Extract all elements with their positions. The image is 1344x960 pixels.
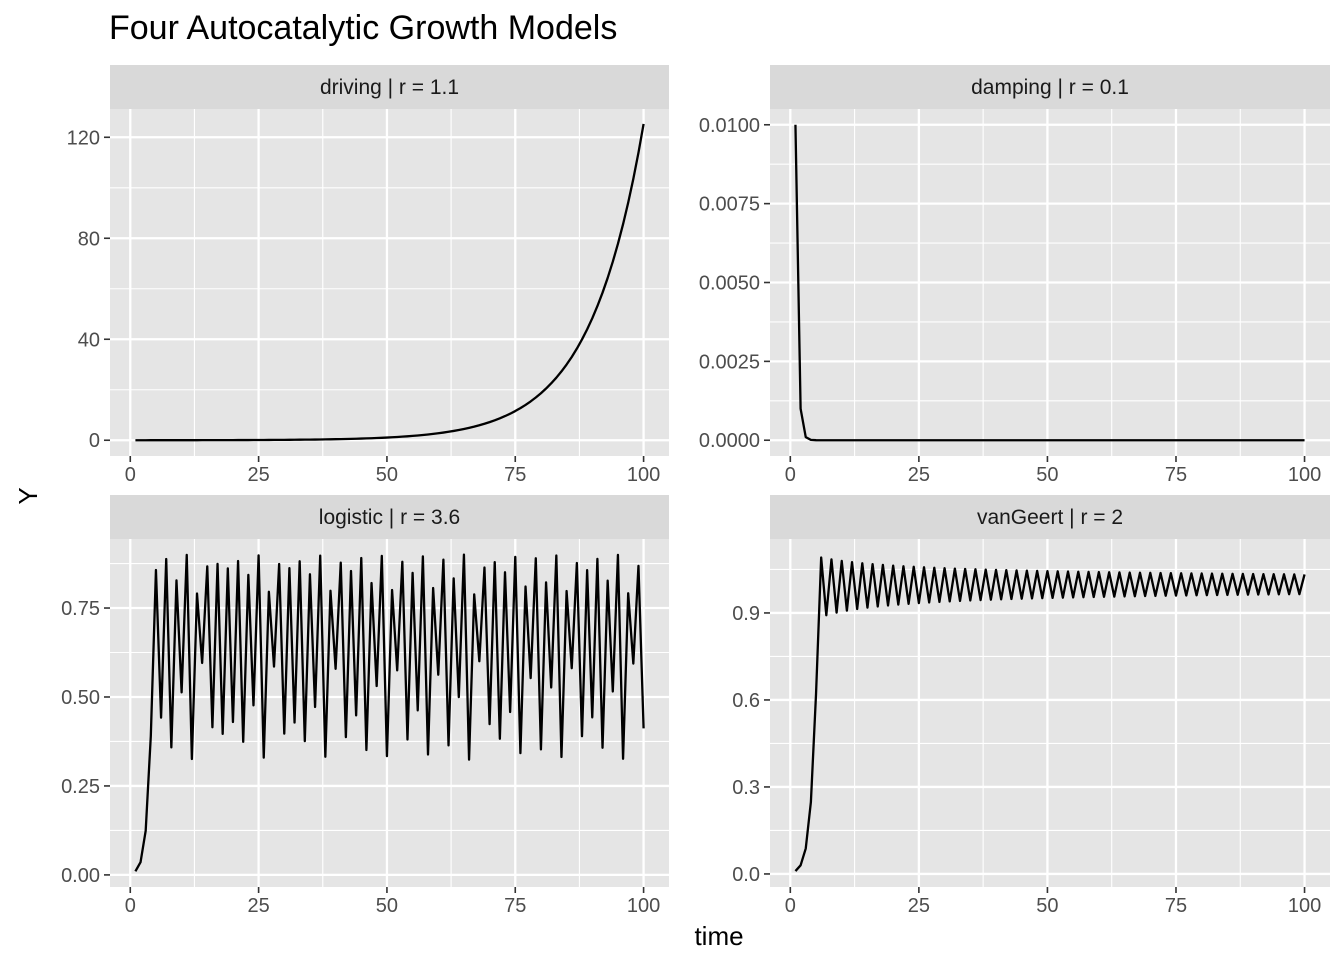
x-tick-label: 0 [125, 895, 136, 917]
facet-strip-label: damping | r = 0.1 [971, 76, 1129, 99]
series-line-driving [135, 123, 645, 442]
panel-vanGeert: vanGeert | r = 2 0 25 50 75 100 0.0 0.3 0.6 0.9 [732, 495, 1330, 917]
x-tick-label: 50 [376, 464, 398, 486]
facet-strip [110, 495, 669, 539]
y-tick-label: 80 [78, 228, 100, 250]
x-tick-label: 100 [1288, 464, 1321, 486]
series-line-logistic [134, 553, 645, 872]
x-tick-label: 75 [1165, 464, 1187, 486]
y-tick-label: 0.0100 [699, 115, 760, 137]
chart-title: Four Autocatalytic Growth Models [109, 9, 617, 47]
facet-strip-label: vanGeert | r = 2 [977, 506, 1123, 529]
facet-strip [770, 65, 1330, 109]
x-tick-label: 75 [504, 895, 526, 917]
facet-strip-label: logistic | r = 3.6 [319, 506, 460, 529]
y-axis-title: Y [13, 487, 43, 504]
panel-background [770, 539, 1330, 887]
x-tick-label: 75 [504, 464, 526, 486]
x-tick-label: 25 [908, 895, 930, 917]
y-tick-label: 0.25 [61, 776, 100, 798]
x-tick-label: 50 [376, 895, 398, 917]
panel-driving: driving | r = 1.1 0 25 50 75 100 0 40 80 120 [67, 65, 669, 486]
series-line-damping [794, 124, 1305, 442]
series-line-vanGeert [794, 556, 1306, 872]
y-tick-label: 40 [78, 329, 100, 351]
y-tick-label: 0.3 [732, 777, 760, 799]
y-tick-label: 0.0050 [699, 273, 760, 295]
facet-strip [770, 495, 1330, 539]
panel-background [110, 109, 669, 456]
x-tick-label: 0 [125, 464, 136, 486]
x-tick-label: 0 [785, 464, 796, 486]
y-tick-label: 0.50 [61, 687, 100, 709]
x-tick-label: 100 [627, 895, 660, 917]
x-tick-label: 25 [908, 464, 930, 486]
y-tick-label: 0.9 [732, 603, 760, 625]
x-axis-title: time [694, 921, 743, 951]
x-tick-label: 25 [247, 464, 269, 486]
panel-damping: damping | r = 0.1 0 25 50 75 100 0.0000 0.0025 0… [699, 65, 1330, 486]
y-tick-label: 0.6 [732, 690, 760, 712]
y-tick-label: 0.0075 [699, 194, 760, 216]
facet-strip [110, 65, 669, 109]
x-tick-label: 50 [1036, 895, 1058, 917]
x-tick-label: 100 [1288, 895, 1321, 917]
y-tick-label: 0 [89, 430, 100, 452]
y-tick-label: 0.00 [61, 865, 100, 887]
y-tick-label: 0.0025 [699, 351, 760, 373]
y-tick-label: 120 [67, 127, 100, 149]
panel-logistic: logistic | r = 3.6 0 25 50 75 100 0.00 0.25 0.50… [61, 495, 669, 917]
x-tick-label: 100 [627, 464, 660, 486]
facet-strip-label: driving | r = 1.1 [320, 76, 459, 99]
x-tick-label: 0 [785, 895, 796, 917]
y-tick-label: 0.0 [732, 864, 760, 886]
x-tick-label: 25 [247, 895, 269, 917]
y-tick-label: 0.75 [61, 598, 100, 620]
x-tick-label: 75 [1165, 895, 1187, 917]
y-tick-label: 0.0000 [699, 430, 760, 452]
x-tick-label: 50 [1036, 464, 1058, 486]
